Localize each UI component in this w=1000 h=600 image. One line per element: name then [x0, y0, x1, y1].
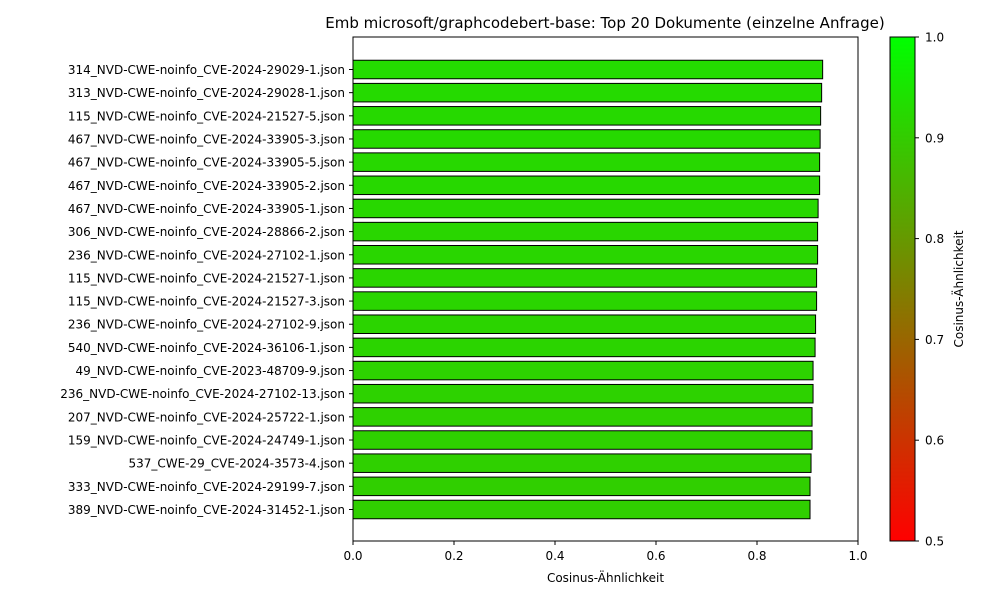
bar — [352, 453, 812, 473]
y-tick-label: 115_NVD-CWE-noinfo_CVE-2024-21527-5.json — [68, 109, 345, 123]
x-tick-label: 0.4 — [545, 549, 564, 563]
x-axis-label: Cosinus-Ähnlichkeit — [547, 570, 664, 585]
y-tick-label: 467_NVD-CWE-noinfo_CVE-2024-33905-3.json — [68, 132, 345, 146]
y-tick-label: 236_NVD-CWE-noinfo_CVE-2024-27102-1.json — [68, 248, 345, 262]
colorbar-tick-label: 1.0 — [925, 31, 944, 45]
y-tick-label: 467_NVD-CWE-noinfo_CVE-2024-33905-1.json — [68, 202, 345, 216]
chart-title: Emb microsoft/graphcodebert-base: Top 20… — [325, 14, 884, 32]
y-tick-label: 159_NVD-CWE-noinfo_CVE-2024-24749-1.json — [68, 434, 345, 448]
y-tick-label: 389_NVD-CWE-noinfo_CVE-2024-31452-1.json — [68, 503, 345, 517]
bar — [352, 291, 818, 311]
colorbar-tick-layer: 0.5 0.6 0.7 0.8 0.9 1.0 — [915, 31, 944, 549]
colorbar-tick-label: 0.6 — [925, 434, 944, 448]
x-tick-label: 0.0 — [343, 549, 362, 563]
bar — [352, 221, 819, 242]
bar — [352, 152, 821, 172]
bar — [352, 383, 814, 404]
colorbar-tick-label: 0.5 — [925, 535, 944, 549]
y-tick-label: 207_NVD-CWE-noinfo_CVE-2024-25722-1.json — [68, 410, 345, 424]
bar — [352, 407, 813, 427]
x-tick-layer: 0.0 0.2 0.4 0.6 0.8 1.0 — [343, 541, 868, 563]
y-tick-label: 467_NVD-CWE-noinfo_CVE-2024-33905-5.json — [68, 156, 345, 170]
x-tick-label: 0.6 — [646, 549, 665, 563]
colorbar — [889, 36, 916, 542]
bar — [352, 129, 821, 149]
bar — [352, 82, 823, 103]
bar — [352, 430, 813, 450]
y-tick-label: 467_NVD-CWE-noinfo_CVE-2024-33905-2.json — [68, 179, 345, 193]
y-tick-label: 314_NVD-CWE-noinfo_CVE-2024-29029-1.json — [68, 63, 345, 77]
x-tick-label: 0.2 — [444, 549, 463, 563]
y-tick-label: 49_NVD-CWE-noinfo_CVE-2023-48709-9.json — [76, 364, 346, 378]
y-tick-label: 115_NVD-CWE-noinfo_CVE-2024-21527-1.json — [68, 271, 345, 285]
y-tick-label: 115_NVD-CWE-noinfo_CVE-2024-21527-3.json — [68, 295, 345, 309]
y-tick-label: 236_NVD-CWE-noinfo_CVE-2024-27102-9.json — [68, 318, 345, 332]
y-tick-label: 236_NVD-CWE-noinfo_CVE-2024-27102-13.jso… — [60, 387, 345, 401]
y-tick-label: 306_NVD-CWE-noinfo_CVE-2024-28866-2.json — [68, 225, 345, 239]
colorbar-tick-label: 0.9 — [925, 131, 944, 145]
colorbar-label: Cosinus-Ähnlichkeit — [951, 230, 966, 347]
bar — [352, 360, 814, 381]
x-tick-label: 1.0 — [848, 549, 867, 563]
bar — [352, 337, 816, 358]
bar — [352, 268, 818, 288]
bar — [352, 106, 822, 126]
y-tick-label: 333_NVD-CWE-noinfo_CVE-2024-29199-7.json — [68, 480, 345, 494]
bar — [352, 59, 824, 80]
y-tick-layer: 314_NVD-CWE-noinfo_CVE-2024-29029-1.json… — [60, 63, 353, 517]
bar — [352, 314, 817, 335]
colorbar-tick-label: 0.7 — [925, 333, 944, 347]
colorbar-tick-label: 0.8 — [925, 232, 944, 246]
x-tick-label: 0.8 — [747, 549, 766, 563]
y-tick-label: 313_NVD-CWE-noinfo_CVE-2024-29028-1.json — [68, 86, 345, 100]
y-tick-label: 540_NVD-CWE-noinfo_CVE-2024-36106-1.json — [68, 341, 345, 355]
bar — [352, 175, 821, 196]
bar — [352, 245, 819, 265]
plot-frame — [352, 36, 859, 542]
bar — [352, 499, 811, 520]
bar — [352, 476, 811, 497]
y-tick-label: 537_CWE-29_CVE-2024-3573-4.json — [128, 457, 345, 471]
bars-layer — [352, 59, 824, 520]
bar — [352, 198, 819, 219]
